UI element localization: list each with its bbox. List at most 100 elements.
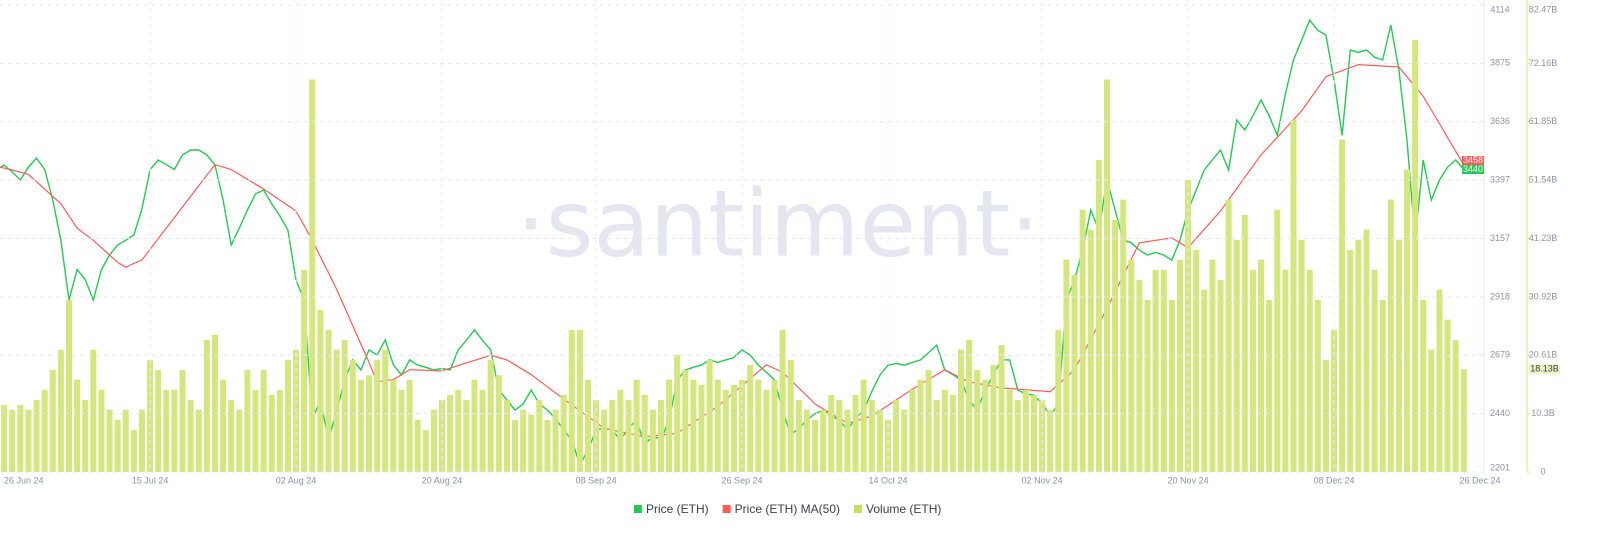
volume-bar: [333, 349, 340, 472]
volume-bar: [520, 409, 527, 472]
volume-bar: [1379, 299, 1386, 472]
volume-bar: [228, 400, 235, 472]
volume-bar: [57, 349, 64, 472]
volume-bar: [41, 389, 48, 472]
plot-area: [0, 18, 1467, 473]
volume-bar: [868, 400, 875, 472]
volume-bar: [1282, 269, 1289, 472]
volume-bar: [9, 409, 16, 472]
volume-bar: [463, 400, 470, 472]
volume-bar: [1363, 229, 1370, 472]
volume-bar: [1144, 299, 1151, 472]
legend-label: Price (ETH): [646, 502, 709, 516]
y-tick-label: 2440: [1490, 408, 1510, 418]
volume-bar: [1444, 319, 1451, 472]
volume-bar: [82, 400, 89, 472]
volume-bar: [787, 359, 794, 472]
volume-bar: [836, 400, 843, 472]
volume-bar: [1347, 250, 1354, 472]
volume-bar: [674, 354, 681, 472]
volume-bar: [1266, 299, 1273, 472]
volume-bar: [528, 414, 535, 472]
volume-bar: [398, 389, 405, 472]
volume-bar: [1120, 199, 1127, 473]
volume-bar: [576, 329, 583, 472]
volume-bar: [98, 389, 105, 472]
volume-bar: [1014, 400, 1021, 472]
x-tick-label: 26 Jun 24: [4, 475, 44, 485]
volume-badge: [1529, 364, 1560, 375]
volume-bar: [925, 370, 932, 472]
volume-bar: [893, 400, 900, 472]
volume-bar: [382, 349, 389, 472]
volume-bar: [584, 379, 591, 472]
y2-tick-label: 0: [1540, 466, 1545, 476]
volume-bar: [268, 394, 275, 472]
volume-bar: [1160, 269, 1167, 472]
volume-bar: [236, 409, 243, 472]
volume-bar: [779, 329, 786, 472]
volume-bar: [155, 370, 162, 472]
volume-bar: [1055, 329, 1062, 472]
volume-bar: [17, 405, 24, 472]
volume-bar: [1112, 220, 1119, 472]
volume-bar: [163, 389, 170, 472]
volume-bar: [357, 379, 364, 472]
volume-bar: [933, 400, 940, 472]
volume-bar: [641, 394, 648, 472]
volume-bar: [949, 394, 956, 472]
volume-bar: [1095, 159, 1102, 472]
volume-bar: [860, 379, 867, 472]
volume-bar: [430, 409, 437, 472]
volume-bar: [1185, 179, 1192, 473]
volume-bar: [374, 359, 381, 472]
volume-bar: [1339, 139, 1346, 472]
volume-bar: [503, 400, 510, 472]
volume-bar: [1436, 289, 1443, 472]
volume-bar: [909, 389, 916, 472]
volume-bar: [1225, 199, 1232, 473]
volume-bar: [90, 349, 97, 472]
volume-bar: [147, 359, 154, 472]
volume-badge-label: 18.13B: [1530, 364, 1559, 374]
volume-bar: [552, 409, 559, 472]
volume-bar: [211, 334, 218, 472]
volume-bar: [1290, 119, 1297, 472]
volume-bar: [317, 310, 324, 472]
volume-bar: [649, 409, 656, 472]
price-badge-label: 3440: [1463, 164, 1483, 174]
volume-bar: [309, 79, 316, 472]
x-tick-label: 20 Aug 24: [422, 475, 463, 485]
volume-bar: [114, 419, 121, 472]
volume-bar: [1387, 199, 1394, 473]
legend-swatch: [854, 505, 863, 513]
volume-bar: [325, 329, 332, 472]
y2-tick-label: 61.85B: [1529, 116, 1558, 126]
legend-label: Price (ETH) MA(50): [735, 502, 840, 516]
volume-bar: [1079, 209, 1086, 472]
volume-bar: [1404, 169, 1411, 472]
volume-bar: [609, 400, 616, 472]
y-tick-label: 4114: [1490, 4, 1509, 14]
volume-bar: [244, 370, 251, 472]
volume-bar: [439, 400, 446, 472]
y-tick-label: 3875: [1490, 58, 1510, 68]
x-tick-label: 08 Dec 24: [1314, 475, 1355, 485]
volume-bar: [1395, 239, 1402, 472]
volume-bar: [487, 359, 494, 472]
volume-bar: [1071, 274, 1078, 472]
volume-bar: [203, 340, 210, 472]
volume-bar: [1103, 79, 1110, 472]
volume-bar: [844, 409, 851, 472]
x-tick-label: 26 Dec 24: [1459, 475, 1500, 485]
volume-bar: [1152, 269, 1159, 472]
y-tick-label: 2679: [1490, 350, 1510, 360]
y2-tick-label: 20.61B: [1529, 350, 1558, 360]
volume-bar: [422, 430, 429, 472]
volume-bar: [876, 409, 883, 472]
volume-bar: [341, 340, 348, 472]
volume-bar: [1217, 280, 1224, 472]
volume-bar: [301, 269, 308, 472]
volume-bar: [714, 379, 721, 472]
price-line: [0, 18, 1465, 467]
